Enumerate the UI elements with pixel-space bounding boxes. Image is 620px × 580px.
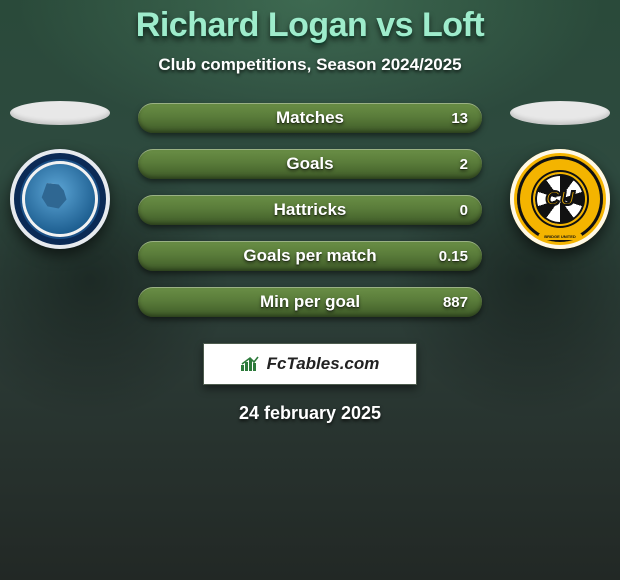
team-crest-left — [10, 149, 110, 249]
stat-bars: Matches 13 Goals 2 Hattricks 0 Goals per match… — [138, 103, 482, 317]
cambridge-crest-icon: CU BRIDGE UNITED — [517, 156, 603, 242]
page-title: Richard Logan vs Loft — [136, 6, 484, 45]
stat-label: Matches — [276, 108, 344, 128]
stat-label: Goals — [286, 154, 333, 174]
wycombe-crest-icon — [22, 161, 98, 237]
crest-shadow-left — [10, 101, 110, 125]
crest-shadow-right — [510, 101, 610, 125]
chart-icon — [241, 355, 261, 374]
stat-bar: Goals per match 0.15 — [138, 241, 482, 271]
stat-value-right: 0 — [460, 202, 468, 219]
stat-value-right: 2 — [460, 156, 468, 173]
football-icon: CU — [535, 174, 585, 224]
stat-bar: Min per goal 887 — [138, 287, 482, 317]
stat-value-right: 13 — [451, 110, 468, 127]
stat-bar: Goals 2 — [138, 149, 482, 179]
brand-text: FcTables.com — [267, 354, 380, 374]
footer-date: 24 february 2025 — [239, 403, 381, 424]
stat-label: Hattricks — [274, 200, 347, 220]
stat-value-right: 0.15 — [439, 248, 468, 265]
stat-label: Min per goal — [260, 292, 360, 312]
content-root: Richard Logan vs Loft Club competitions,… — [0, 0, 620, 580]
stat-bar: Hattricks 0 — [138, 195, 482, 225]
cambridge-ribbon: BRIDGE UNITED — [538, 233, 582, 240]
cambridge-abbrev: CU — [535, 174, 585, 224]
stat-label: Goals per match — [243, 246, 376, 266]
brand-box[interactable]: FcTables.com — [203, 343, 417, 385]
stat-value-right: 887 — [443, 294, 468, 311]
team-crest-right: CU BRIDGE UNITED — [510, 149, 610, 249]
stats-zone: CU BRIDGE UNITED Matches 13 Goals 2 Hattrick… — [0, 103, 620, 317]
page-subtitle: Club competitions, Season 2024/2025 — [158, 55, 461, 75]
stat-bar: Matches 13 — [138, 103, 482, 133]
